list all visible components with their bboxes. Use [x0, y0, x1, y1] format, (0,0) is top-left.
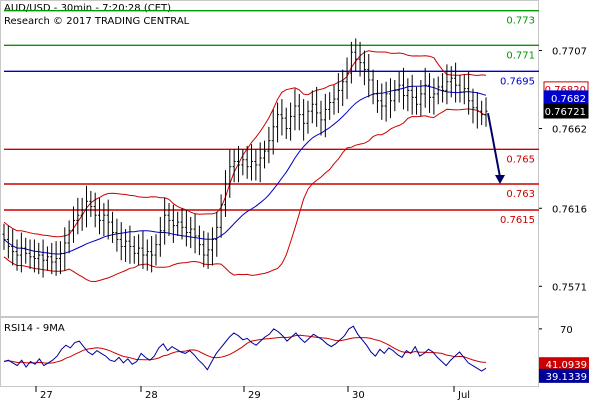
rsi-tag-label-1: 39.1339 [546, 372, 587, 383]
arrow-shaft [487, 113, 501, 178]
rsi-tag-label-0: 41.0939 [546, 360, 587, 371]
main-panel-frame [0, 0, 539, 317]
time-tick-label-1: 28 [145, 390, 158, 400]
price-tick-label-3: 0.7571 [552, 282, 587, 293]
price-tag-box-2 [543, 103, 589, 119]
level-label-2: 0.7695 [500, 76, 535, 87]
price-tick-label-1: 0.7662 [552, 125, 587, 136]
time-tick-label-0: 27 [40, 390, 53, 400]
price-tag-label-2: 0.76721 [545, 107, 586, 118]
price-tick-label-2: 0.7616 [552, 204, 587, 215]
level-label-1: 0.771 [506, 50, 535, 61]
chart-title: AUD/USD - 30min - 7:20:28 (CET) [4, 3, 171, 14]
rsi-lines [3, 325, 487, 372]
price-tag-label-1: 0.7682 [551, 94, 586, 105]
time-tick-label-2: 29 [248, 390, 261, 400]
rsi-tag-box-0 [539, 357, 589, 372]
rsi-title: RSI14 - 9MA [4, 323, 65, 334]
time-tick-label-3: 30 [352, 390, 365, 400]
bollinger-bands [3, 50, 487, 283]
price-tick-label-0: 0.7707 [552, 47, 587, 58]
level-label-5: 0.7615 [500, 215, 535, 226]
price-axis: 0.7707 0.7662 0.7616 0.7571 [539, 47, 587, 293]
candlesticks [2, 38, 488, 278]
bollinger-lower [3, 108, 487, 283]
time-axis: 27 28 29 30 Jul [35, 386, 470, 400]
level-label-3: 0.765 [506, 154, 535, 165]
level-label-0: 0.773 [506, 16, 535, 27]
level-label-4: 0.763 [506, 189, 535, 200]
moving-average [3, 85, 487, 255]
rsi-tag-box-1 [539, 368, 589, 383]
arrow-head [495, 175, 505, 184]
chart-copyright: Research © 2017 TRADING CENTRAL [4, 16, 190, 27]
rsi-tick-label-0: 70 [560, 325, 573, 336]
time-tick-label-4: Jul [457, 390, 470, 400]
rsi-line [3, 325, 487, 372]
rsi-panel-frame [0, 317, 539, 387]
forecast-arrow [487, 113, 505, 184]
level-lines: 0.773 0.771 0.7695 0.765 0.763 0.7615 [4, 9, 539, 226]
bollinger-upper [3, 50, 487, 238]
